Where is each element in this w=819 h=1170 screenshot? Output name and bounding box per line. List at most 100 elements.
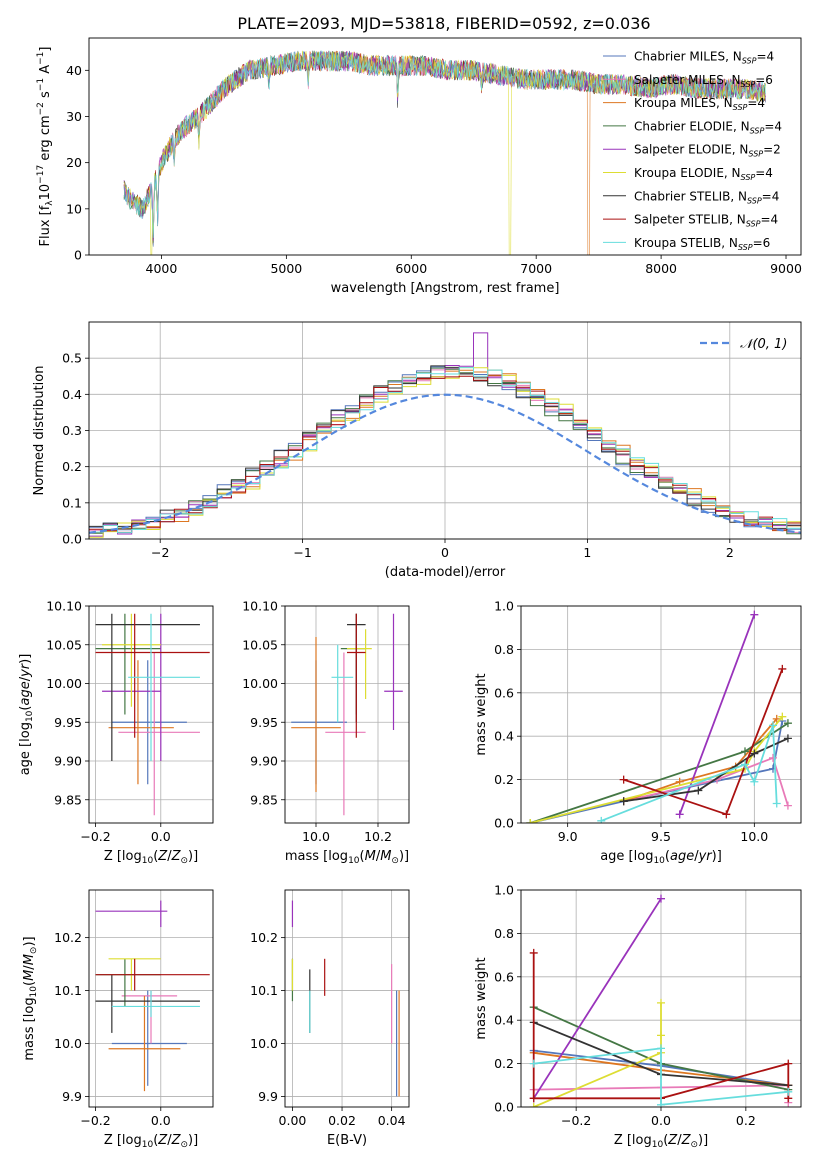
weight-point-marker: [750, 610, 759, 619]
age-vs-Z-errorbars: [95, 613, 210, 816]
weight-point-marker: [529, 1059, 538, 1068]
mass-weight-vs-Z-xlabel: Z [log10(Z/Z⊙)]: [614, 1133, 708, 1150]
weight-point-marker: [619, 797, 628, 806]
y-tick-label: 10.2: [250, 930, 278, 945]
weight-point-marker: [783, 801, 792, 810]
x-tick-label: 10.2: [364, 829, 392, 844]
x-tick-label: 10.0: [302, 829, 330, 844]
weight-point-marker: [526, 819, 535, 823]
x-tick-label: 0.00: [279, 1113, 307, 1128]
y-tick-label: 0.8: [494, 642, 514, 657]
histogram-lines: [89, 332, 801, 539]
weight-point-marker: [529, 1094, 538, 1103]
mass-weight-vs-age-axes: 9.0 9.5 10.0 0.0 0.2 0.4 0.6 0.8 1.0: [494, 599, 801, 844]
y-tick-label: 0: [74, 248, 82, 263]
weight-point-marker: [694, 786, 703, 795]
spectrum-series-line: [123, 50, 766, 255]
y-tick-label: 1.0: [494, 883, 514, 898]
weight-point-marker: [657, 998, 665, 1007]
mass-weight-vs-Z-ylabel: mass weight: [474, 957, 489, 1039]
y-tick-label: 40: [66, 63, 82, 78]
x-tick-label: 0.0: [151, 829, 171, 844]
residual-histogram-axes: −2 −1 0 1 2 0.0 0.1 0.2 0.3 0.4 0.5: [62, 322, 801, 560]
x-tick-label: 2: [726, 545, 734, 560]
weight-series-line: [533, 1047, 789, 1106]
weight-series-line: [600, 725, 778, 822]
weight-point-marker: [597, 816, 606, 823]
weight-point-marker: [784, 1059, 793, 1068]
y-tick-label: 0.8: [494, 926, 514, 941]
age-vs-Z-axes: −0.2 0.0 9.85 9.90 9.95 10.00 10.05 10.10: [46, 599, 213, 844]
legend-label: Chabrier MILES, NSSP=4: [634, 50, 774, 66]
normal-reference-curve: [89, 393, 801, 534]
y-tick-label: 0.1: [62, 495, 82, 510]
mass-vs-Z-ylabel: mass [log10(M/M⊙)]: [22, 936, 39, 1060]
y-tick-label: 0.3: [62, 423, 82, 438]
x-tick-label: 10.0: [740, 829, 768, 844]
weight-series-line: [678, 614, 756, 815]
legend-label: Salpeter MILES, NSSP=6: [634, 73, 773, 89]
y-tick-label: 20: [66, 155, 82, 170]
y-tick-label: 30: [66, 109, 82, 124]
y-tick-label: 9.9: [62, 1089, 82, 1104]
y-tick-label: 0.2: [62, 459, 82, 474]
mass-weight-vs-Z-frame: [520, 889, 802, 1108]
spectrum-ylabel: Flux [fλ10−17 erg cm−2 s−1 A−1]: [36, 47, 55, 247]
y-tick-label: 10.00: [242, 676, 278, 691]
weight-point-marker: [722, 810, 731, 819]
x-tick-label: 9.0: [558, 829, 578, 844]
weight-point-marker: [772, 714, 781, 723]
weight-point-marker: [772, 799, 781, 808]
figure-title: PLATE=2093, MJD=53818, FIBERID=0592, z=0…: [237, 14, 650, 33]
y-tick-label: 10.1: [54, 983, 82, 998]
weight-point-marker: [783, 734, 792, 743]
weight-point-marker: [529, 948, 538, 957]
age-vs-mass-errorbars: [291, 613, 403, 816]
y-tick-label: 10.2: [54, 930, 82, 945]
y-tick-label: 9.85: [250, 792, 278, 807]
mass-vs-EBV-frame: [284, 889, 410, 1108]
mass-weight-vs-age-lines: [526, 610, 792, 823]
weight-point-marker: [783, 719, 792, 728]
x-tick-label: 0.04: [378, 1113, 406, 1128]
x-tick-label: 8000: [645, 261, 677, 276]
x-tick-label: 7000: [520, 261, 552, 276]
weight-series-line: [530, 716, 784, 823]
legend-label: Salpeter STELIB, NSSP=4: [634, 213, 778, 229]
x-tick-label: −0.2: [80, 1113, 110, 1128]
histogram-series-step: [89, 367, 801, 539]
y-tick-label: 0.2: [494, 1056, 514, 1071]
weight-point-marker: [657, 1044, 665, 1053]
mass-weight-vs-age-xlabel: age [log10(age/yr)]: [600, 849, 722, 866]
weight-series-line: [533, 1002, 662, 1107]
mass-vs-EBV-xlabel: E(B-V): [327, 1133, 367, 1148]
y-tick-label: 0.4: [494, 1013, 514, 1028]
legend-label: Kroupa STELIB, NSSP=6: [634, 236, 770, 252]
mass-weight-vs-age-frame: [520, 605, 802, 824]
y-tick-label: 10.1: [250, 983, 278, 998]
y-tick-label: 10.05: [242, 637, 278, 652]
mass-vs-Z-errorbars: [95, 900, 210, 1092]
x-tick-label: 0.0: [151, 1113, 171, 1128]
spectrum-series-line: [123, 50, 766, 238]
y-tick-label: 9.95: [250, 715, 278, 730]
y-tick-label: 9.85: [54, 792, 82, 807]
weight-point-marker: [657, 1031, 665, 1040]
weight-point-marker: [769, 753, 777, 762]
y-tick-label: 9.95: [54, 715, 82, 730]
histogram-series-step: [89, 365, 801, 539]
x-tick-label: 0.02: [328, 1113, 356, 1128]
weight-point-marker: [750, 777, 759, 786]
y-tick-label: 9.90: [54, 754, 82, 769]
x-tick-label: −0.2: [80, 829, 110, 844]
legend-label: Kroupa ELODIE, NSSP=4: [634, 166, 773, 182]
weight-point-marker: [784, 1087, 793, 1096]
legend-label: 𝒩(0, 1): [740, 337, 787, 352]
weight-point-marker: [529, 1103, 538, 1107]
y-tick-label: 10: [66, 201, 82, 216]
age-vs-Z-ylabel: age [log10(age/yr)]: [18, 654, 35, 776]
x-tick-label: 0.0: [651, 1113, 671, 1128]
y-tick-label: 9.90: [250, 754, 278, 769]
x-tick-label: 1: [583, 545, 591, 560]
x-tick-label: 4000: [146, 261, 178, 276]
